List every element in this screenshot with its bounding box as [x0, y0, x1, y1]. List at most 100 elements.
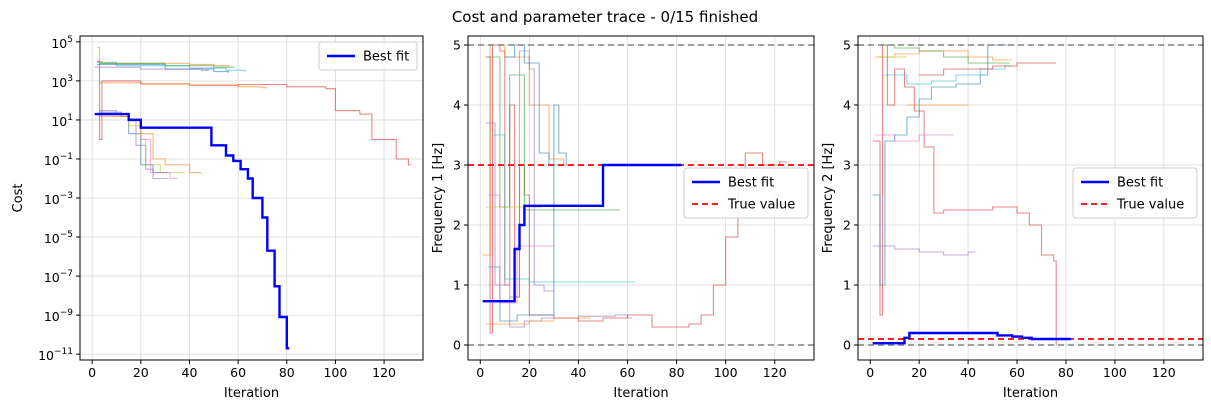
y-tick-exponent: −1: [60, 152, 73, 162]
y-tick-base: 10: [44, 309, 60, 324]
figure-title: Cost and parameter trace - 0/15 finished: [452, 8, 758, 26]
legend-label: Best fit: [363, 50, 409, 65]
trace-line-7: [875, 134, 954, 142]
y-axis-label: Frequency 2 [Hz]: [821, 143, 836, 253]
y-tick-label: 10−9: [44, 308, 73, 324]
y-tick-label: 2: [453, 218, 461, 233]
y-tick-label: 4: [843, 98, 851, 113]
trace-line-7: [99, 82, 268, 89]
trace-line-1: [872, 44, 1057, 345]
x-tick-label: 120: [1152, 365, 1176, 380]
y-tick-base: 10: [51, 114, 67, 129]
axes-frame: [467, 35, 815, 361]
legend-box: [683, 167, 809, 219]
trace-line-8: [485, 317, 591, 325]
trace-line-5: [872, 44, 1008, 286]
y-tick-label: 5: [453, 38, 461, 53]
trace-line-1: [97, 47, 229, 68]
legend: Best fit True value: [683, 167, 809, 219]
plot-area: [94, 47, 411, 350]
y-tick-exponent: −9: [60, 308, 74, 318]
legend-label: True value: [1116, 198, 1184, 213]
trace-line-6: [97, 60, 411, 166]
y-tick-label: 3: [453, 158, 461, 173]
y-tick-exponent: −5: [60, 230, 73, 240]
x-tick-label: 60: [620, 365, 636, 380]
trace-line-9: [99, 111, 168, 174]
plot-area: [858, 44, 1203, 346]
y-tick-label: 10−11: [38, 347, 73, 363]
trace-line-10: [101, 113, 185, 174]
x-tick-label: 20: [133, 365, 149, 380]
x-tick-label: 0: [476, 365, 484, 380]
y-tick-label: 0: [843, 338, 851, 353]
x-tick-label: 100: [714, 365, 738, 380]
x-tick-label: 60: [1009, 365, 1025, 380]
legend: Best fit: [318, 41, 418, 71]
chart-1: 0 20 40 60 80 100 12010−1110−910−710−510−310−1…: [11, 35, 424, 401]
y-tick-label: 105: [51, 35, 73, 51]
y-tick-exponent: 3: [67, 74, 73, 84]
y-axis-label: Frequency 1 [Hz]: [431, 143, 446, 253]
trace-line-5: [487, 104, 574, 322]
y-tick-label: 5: [843, 38, 851, 53]
x-tick-label: 0: [866, 365, 874, 380]
trace-line-8: [919, 62, 1057, 76]
y-tick-label: 4: [453, 98, 461, 113]
x-tick-label: 80: [279, 365, 295, 380]
x-tick-label: 20: [911, 365, 927, 380]
y-tick-label: 0: [453, 338, 461, 353]
y-tick-label: 1: [453, 278, 461, 293]
trace-line-2: [482, 44, 574, 256]
x-tick-label: 40: [960, 365, 976, 380]
y-tick-base: 10: [44, 192, 60, 207]
y-tick-base: 10: [44, 270, 60, 285]
legend-box: [318, 41, 418, 71]
y-tick-base: 10: [44, 153, 60, 168]
y-tick-base: 10: [51, 75, 67, 90]
y-tick-exponent: −3: [60, 191, 73, 201]
legend: Best fit True value: [1072, 167, 1198, 219]
x-axis-label: Iteration: [613, 386, 668, 401]
legend-label: Best fit: [1117, 176, 1163, 191]
y-tick-label: 10−1: [44, 152, 73, 168]
chart-3: 0 20 40 60 80 100 120 0 1 2 3 4 5 Iteration Frequency …: [821, 35, 1204, 401]
y-tick-label: 3: [843, 158, 851, 173]
y-tick-base: 10: [44, 231, 60, 246]
trace-line-11: [99, 114, 178, 180]
legend-label: True value: [727, 198, 795, 213]
x-tick-label: 40: [570, 365, 586, 380]
y-tick-label: 10−5: [44, 230, 73, 246]
trace-line-4: [99, 62, 234, 69]
y-tick-label: 2: [843, 218, 851, 233]
y-tick-exponent: 1: [67, 113, 73, 123]
x-tick-label: 0: [88, 365, 96, 380]
x-tick-label: 20: [521, 365, 537, 380]
x-tick-label: 120: [763, 365, 787, 380]
trace-line-10: [509, 50, 554, 298]
y-tick-label: 1: [843, 278, 851, 293]
y-tick-base: 10: [38, 348, 54, 363]
y-axis-label: Cost: [11, 184, 26, 213]
trace-line-6: [485, 122, 633, 328]
x-axis-label: Iteration: [224, 386, 279, 401]
trace-line-7: [487, 194, 554, 304]
y-tick-label: 10−7: [44, 269, 73, 285]
chart-2: 0 20 40 60 80 100 120 0 1 2 3 4 5 Iteration Frequency …: [431, 35, 815, 401]
x-tick-label: 120: [372, 365, 396, 380]
trace-line-5: [94, 66, 209, 71]
x-tick-label: 100: [323, 365, 347, 380]
x-axis-label: Iteration: [1003, 386, 1058, 401]
trace-line-3: [882, 44, 1010, 64]
x-tick-label: 80: [1058, 365, 1074, 380]
best-fit-line: [482, 163, 682, 303]
y-tick-base: 10: [51, 36, 67, 51]
axes-frame: [857, 35, 1204, 361]
trace-line-11: [504, 44, 559, 166]
y-tick-label: 103: [51, 74, 73, 90]
x-tick-label: 40: [182, 365, 198, 380]
x-tick-label: 80: [669, 365, 685, 380]
legend-label: Best fit: [728, 176, 774, 191]
